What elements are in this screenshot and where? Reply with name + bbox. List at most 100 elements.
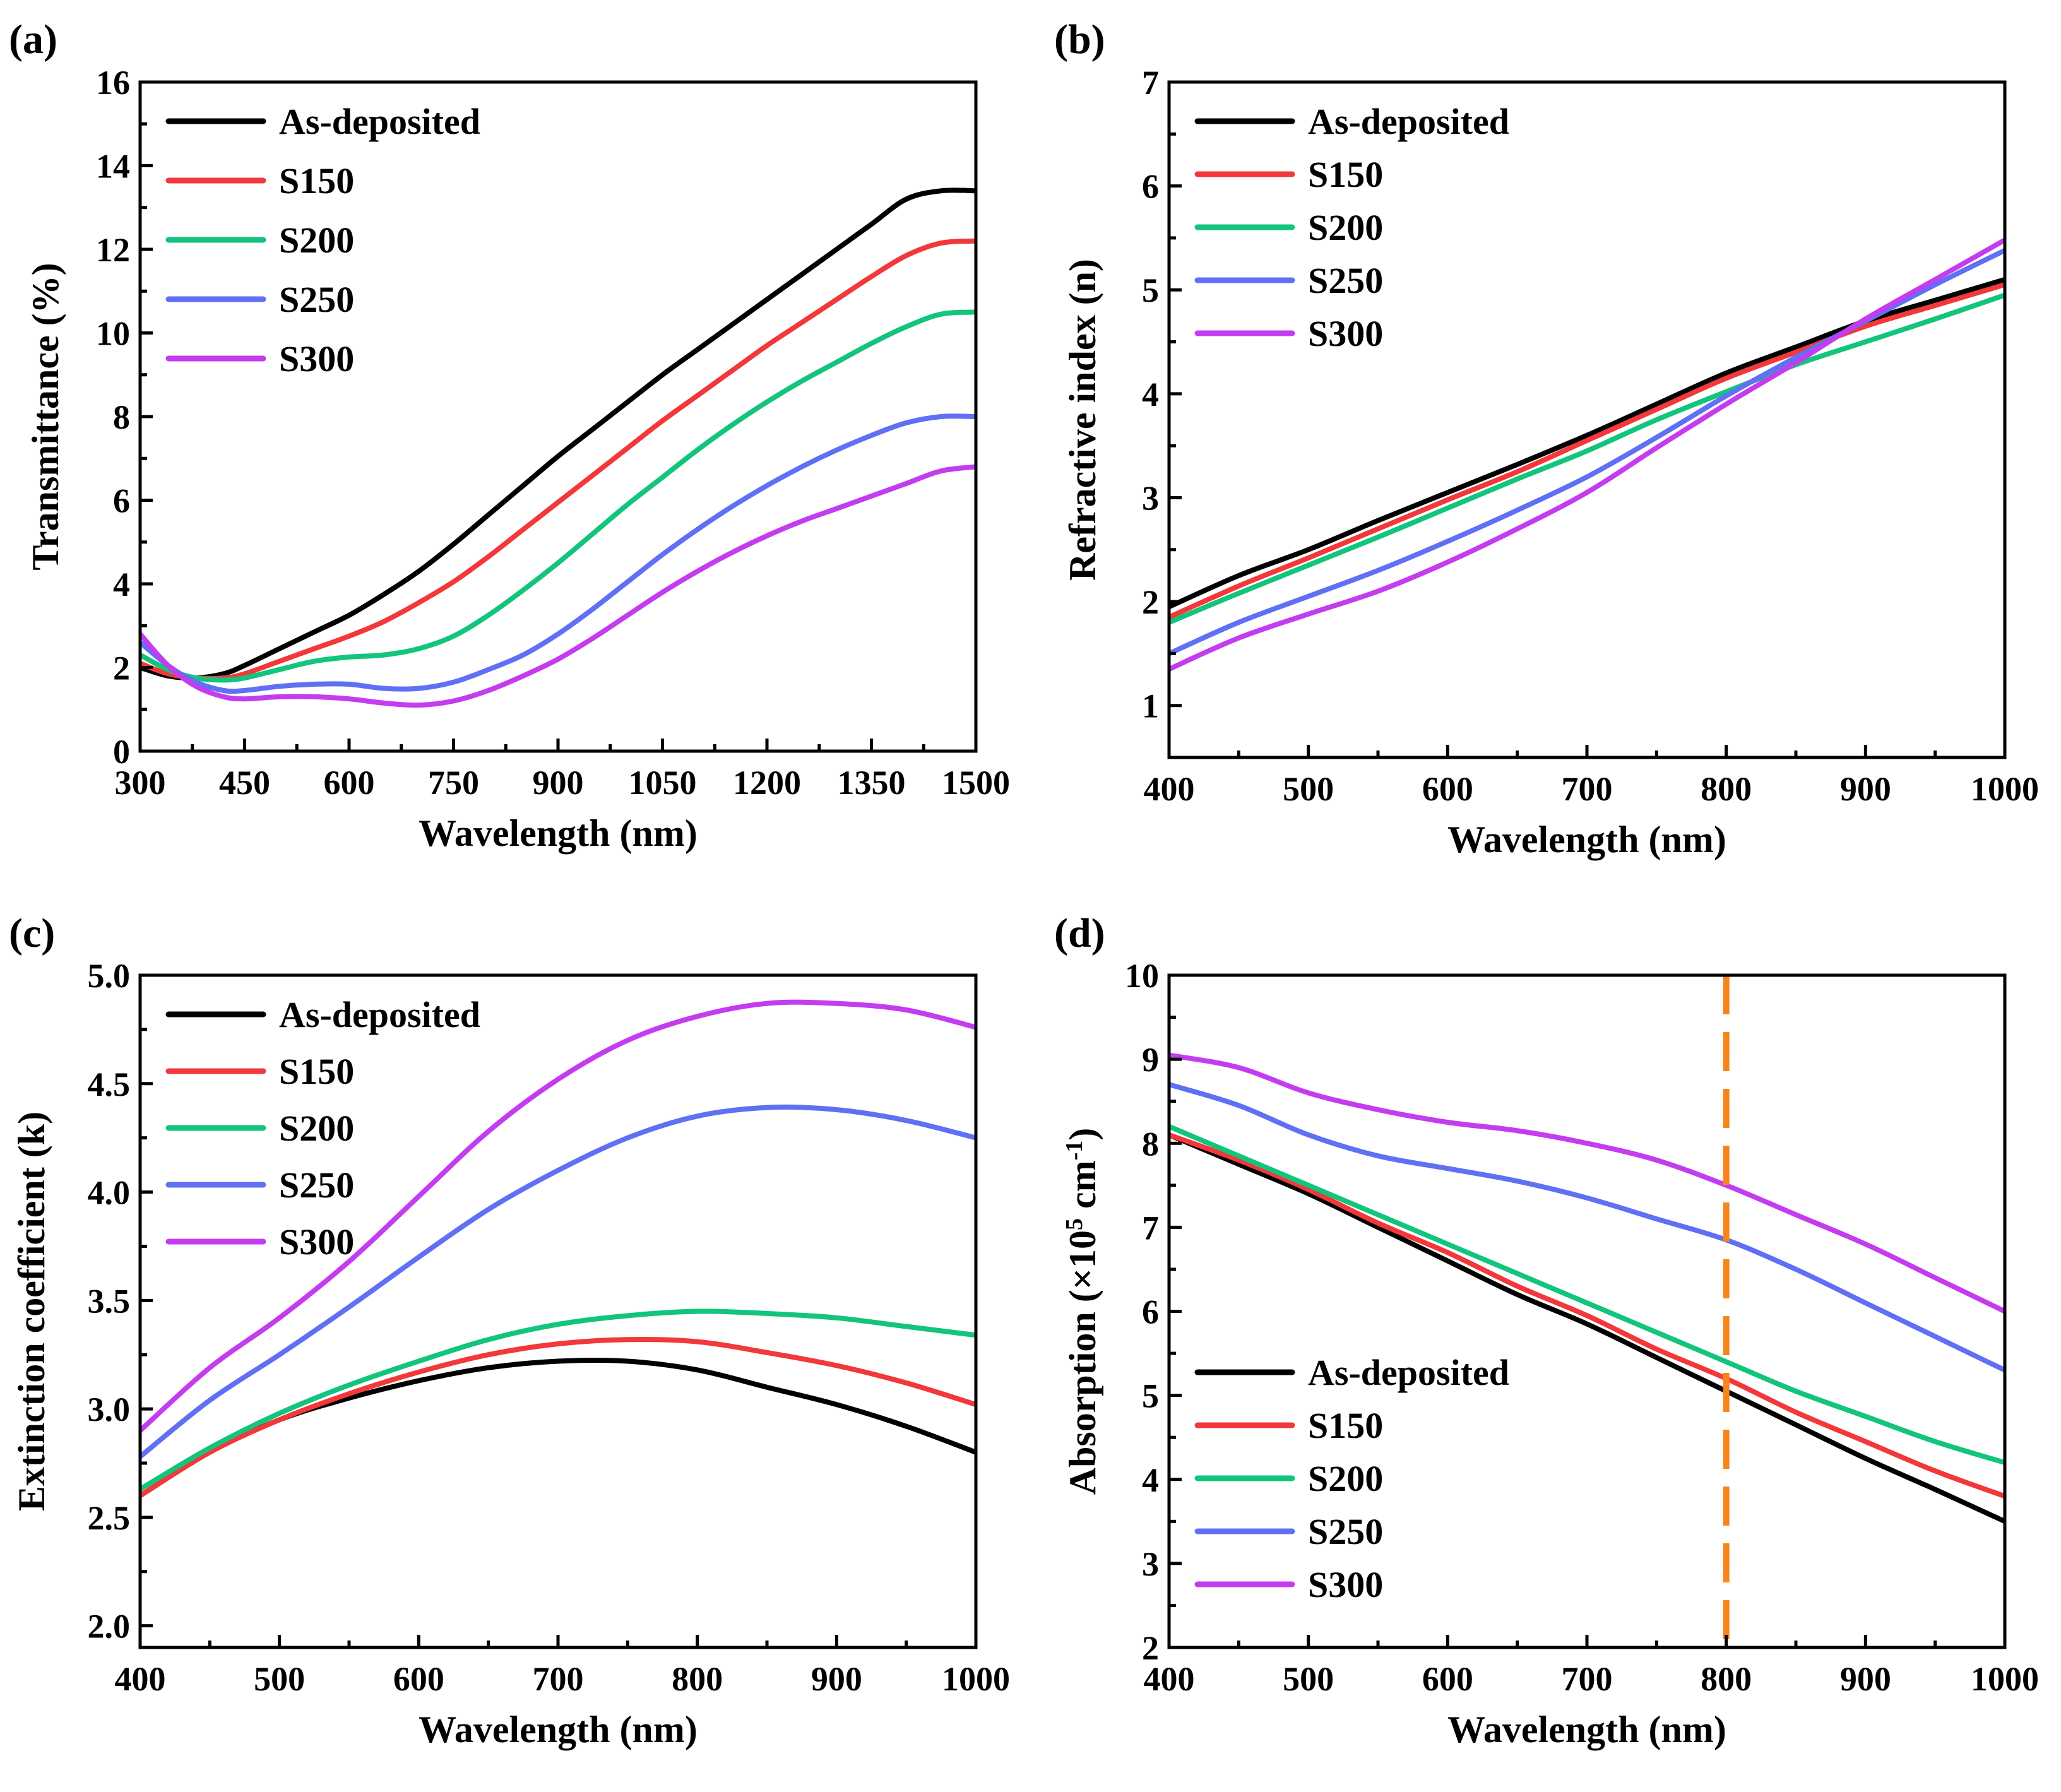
- x-tick-label-a: 1500: [942, 764, 1010, 802]
- y-tick-label-b: 4: [1142, 376, 1159, 413]
- y-axis-title-a: Transmittance (%): [25, 263, 66, 570]
- legend-label-s200: S200: [1308, 207, 1383, 248]
- x-tick-label-a: 1350: [838, 764, 906, 802]
- y-axis-title-d: Absorption (×105 cm-1): [1061, 1128, 1103, 1495]
- legend-label-as-deposited: As-deposited: [1308, 1352, 1509, 1393]
- y-tick-label-d: 6: [1142, 1293, 1159, 1331]
- legend-label-as-deposited: As-deposited: [279, 101, 480, 142]
- y-tick-label-c: 2.0: [88, 1608, 131, 1646]
- legend-a: As-deposited S150 S200 S250 S300: [165, 101, 480, 379]
- x-tick-label-b: 700: [1562, 770, 1613, 808]
- y-tick-label-a: 14: [96, 148, 130, 186]
- series-group-a: [140, 187, 976, 708]
- x-tick-label-c: 900: [811, 1660, 862, 1698]
- y-tick-label-d: 10: [1125, 957, 1159, 995]
- series-line-d-s300: [1169, 1052, 2005, 1314]
- legend-label-s200: S200: [279, 220, 354, 261]
- panel-c: (c) 400 500 600 700 800 900 1000 2.0 2.5 3.0 3.5 4.0…: [9, 910, 1010, 1750]
- panel-b: (b) 400 500 600 700 800 900 1000 1 2 3 4 5 6 7 Waveleng…: [1054, 16, 2039, 860]
- y-tick-label-c: 3.0: [88, 1391, 131, 1428]
- x-tick-label-d: 700: [1562, 1660, 1613, 1698]
- x-tick-label-b: 500: [1283, 770, 1334, 808]
- legend-label-s150: S150: [1308, 154, 1383, 195]
- legend-label-s300: S300: [1308, 1564, 1383, 1605]
- series-line-b-s200: [1169, 292, 2005, 625]
- x-tick-label-d: 600: [1422, 1660, 1473, 1698]
- y-tick-label-b: 7: [1142, 64, 1159, 102]
- y-tick-label-a: 8: [113, 398, 130, 436]
- y-tick-label-d: 5: [1142, 1377, 1159, 1415]
- x-axis-title-a: Wavelength (nm): [419, 812, 698, 854]
- series-line-a-s200: [140, 309, 976, 683]
- x-tick-label-d: 900: [1840, 1660, 1891, 1698]
- panel-label-a: (a): [9, 16, 57, 62]
- x-tick-label-a: 750: [428, 764, 479, 802]
- legend-label-s150: S150: [279, 1051, 354, 1092]
- y-tick-label-a: 6: [113, 482, 130, 520]
- x-tick-label-d: 1000: [1971, 1660, 2039, 1698]
- x-tick-label-a: 300: [115, 764, 166, 802]
- legend-d: As-deposited S150 S200 S250 S300: [1194, 1352, 1509, 1605]
- x-tick-label-c: 800: [672, 1660, 723, 1698]
- series-line-d-s250: [1169, 1082, 2005, 1373]
- y-tick-label-b: 6: [1142, 168, 1159, 206]
- series-line-c-s300: [140, 999, 976, 1433]
- y-tick-label-d: 7: [1142, 1209, 1159, 1247]
- series-group-c: [140, 999, 976, 1498]
- legend-label-s150: S150: [1308, 1405, 1383, 1446]
- x-tick-label-c: 700: [533, 1660, 584, 1698]
- y-tick-label-a: 4: [113, 566, 130, 603]
- x-tick-label-b: 1000: [1971, 770, 2039, 808]
- legend-label-s250: S250: [279, 1165, 354, 1206]
- y-tick-label-d: 3: [1142, 1545, 1159, 1583]
- x-tick-label-a: 900: [533, 764, 584, 802]
- y-tick-label-d: 2: [1142, 1629, 1159, 1667]
- series-line-a-as-deposited: [140, 187, 976, 681]
- y-tick-label-d: 8: [1142, 1125, 1159, 1163]
- y-axis-title-b: Refractive index (n): [1062, 259, 1103, 581]
- y-tick-label-b: 1: [1142, 687, 1159, 725]
- panel-a: (a) 300 450 600 750 900 1050 1200 1350 1500 0 2 4 6 8 1…: [9, 16, 1010, 854]
- y-tick-label-b: 2: [1142, 583, 1159, 621]
- x-tick-label-a: 1200: [733, 764, 801, 802]
- legend-label-s300: S300: [279, 1221, 354, 1262]
- y-tick-label-a: 12: [96, 231, 130, 269]
- y-tick-label-d: 9: [1142, 1041, 1159, 1079]
- y-tick-label-d: 4: [1142, 1461, 1159, 1499]
- x-tick-label-a: 1050: [629, 764, 697, 802]
- legend-label-s250: S250: [1308, 1511, 1383, 1552]
- legend-label-s200: S200: [279, 1108, 354, 1149]
- x-axis-title-b: Wavelength (nm): [1447, 819, 1726, 860]
- y-tick-label-c: 3.5: [88, 1282, 131, 1320]
- axes-frame-c: [138, 973, 978, 1649]
- series-line-b-s300: [1169, 237, 2005, 672]
- x-tick-label-b: 900: [1840, 770, 1891, 808]
- y-tick-label-a: 10: [96, 315, 130, 353]
- series-line-a-s250: [140, 413, 976, 694]
- series-line-c-s250: [140, 1104, 976, 1459]
- x-tick-label-a: 600: [324, 764, 375, 802]
- series-line-c-s200: [140, 1308, 976, 1492]
- y-tick-label-a: 2: [113, 650, 130, 687]
- y-tick-label-b: 3: [1142, 479, 1159, 517]
- x-tick-label-d: 800: [1701, 1660, 1752, 1698]
- legend-b: As-deposited S150 S200 S250 S300: [1194, 101, 1509, 354]
- x-axis-title-d: Wavelength (nm): [1447, 1709, 1726, 1750]
- legend-label-s250: S250: [1308, 260, 1383, 301]
- x-tick-label-d: 500: [1283, 1660, 1334, 1698]
- y-tick-label-c: 4.0: [88, 1174, 131, 1212]
- axes-frame-b: [1167, 80, 2007, 759]
- series-line-d-as-deposited: [1169, 1132, 2005, 1524]
- legend-label-as-deposited: As-deposited: [279, 994, 480, 1035]
- legend-label-s300: S300: [1308, 313, 1383, 354]
- panel-label-c: (c): [9, 910, 55, 956]
- legend-label-s300: S300: [279, 338, 354, 379]
- panel-label-d: (d): [1054, 910, 1105, 956]
- series-group-d: [1169, 1052, 2005, 1524]
- x-tick-label-c: 1000: [942, 1660, 1010, 1698]
- y-tick-label-b: 5: [1142, 271, 1159, 309]
- x-tick-label-c: 400: [115, 1660, 166, 1698]
- y-tick-label-c: 4.5: [88, 1065, 131, 1103]
- series-group-b: [1169, 237, 2005, 672]
- legend-label-s250: S250: [279, 279, 354, 320]
